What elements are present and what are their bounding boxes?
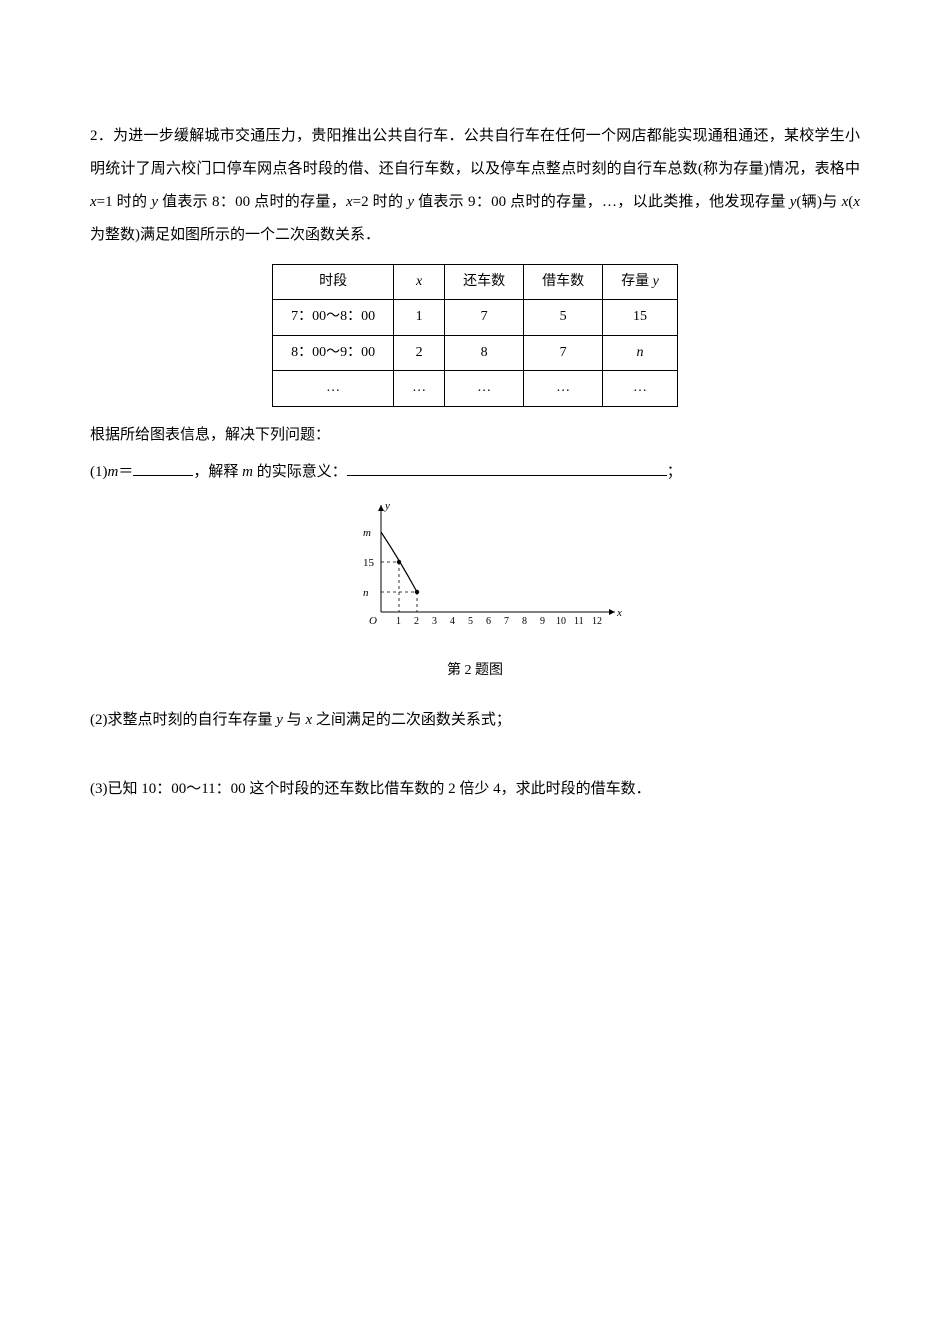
table-row: … … … … … xyxy=(273,371,678,406)
svg-text:12: 12 xyxy=(592,616,602,627)
problem-statement: 2．为进一步缓解城市交通压力，贵阳推出公共自行车．公共自行车在任何一个网店都能实… xyxy=(90,120,860,252)
header-return: 还车数 xyxy=(445,265,524,300)
q1-eq: ＝ xyxy=(118,464,133,480)
svg-text:1: 1 xyxy=(396,616,401,627)
sub-instruction: 根据所给图表信息，解决下列问题： xyxy=(90,419,860,452)
svg-text:5: 5 xyxy=(468,616,473,627)
svg-text:m: m xyxy=(363,527,371,539)
question-1: (1)m＝，解释 m 的实际意义：； xyxy=(90,456,860,489)
svg-text:7: 7 xyxy=(504,616,509,627)
problem-text-3: 值表示 8：00 点时的存量， xyxy=(158,194,346,210)
svg-text:O: O xyxy=(369,615,377,627)
var-x-4: x xyxy=(853,194,860,210)
svg-text:x: x xyxy=(616,607,622,619)
problem-text-8: 为整数)满足如图所示的一个二次函数关系． xyxy=(90,227,380,243)
header-time: 时段 xyxy=(273,265,394,300)
q1-var2: m xyxy=(242,464,253,480)
svg-text:4: 4 xyxy=(450,616,455,627)
problem-text-5: 值表示 9：00 点时的存量，…，以此类推，他发现存量 xyxy=(414,194,790,210)
problem-text-6: (辆)与 xyxy=(796,194,841,210)
problem-text-1: 2．为进一步缓解城市交通压力，贵阳推出公共自行车．公共自行车在任何一个网店都能实… xyxy=(90,128,860,177)
header-stock: 存量 y xyxy=(603,265,678,300)
question-2: (2)求整点时刻的自行车存量 y 与 x 之间满足的二次函数关系式； xyxy=(90,704,860,737)
table-row: 7：00～8：00 1 7 5 15 xyxy=(273,300,678,335)
svg-text:n: n xyxy=(363,587,369,599)
blank-m-value[interactable] xyxy=(133,459,193,476)
quadratic-chart: Oyx123456789101112n15m xyxy=(325,497,625,637)
svg-text:2: 2 xyxy=(414,616,419,627)
table-header-row: 时段 x 还车数 借车数 存量 y xyxy=(273,265,678,300)
svg-text:8: 8 xyxy=(522,616,527,627)
header-borrow: 借车数 xyxy=(524,265,603,300)
q1-tail: ； xyxy=(667,464,682,480)
svg-text:y: y xyxy=(384,500,390,512)
var-y-1: y xyxy=(151,194,158,210)
svg-text:10: 10 xyxy=(556,616,566,627)
problem-text-2: =1 时的 xyxy=(97,194,152,210)
q1-mid2: 的实际意义： xyxy=(253,464,347,480)
svg-text:3: 3 xyxy=(432,616,437,627)
question-3: (3)已知 10：00～11：00 这个时段的还车数比借车数的 2 倍少 4，求… xyxy=(90,773,860,806)
figure-caption: 第 2 题图 xyxy=(90,656,860,687)
chart-figure: Oyx123456789101112n15m xyxy=(90,497,860,650)
var-x-2: x xyxy=(346,194,353,210)
var-x-1: x xyxy=(90,194,97,210)
blank-m-meaning[interactable] xyxy=(347,459,667,476)
table-row: 8：00～9：00 2 8 7 n xyxy=(273,335,678,370)
data-table: 时段 x 还车数 借车数 存量 y 7：00～8：00 1 7 5 15 8：0… xyxy=(272,264,678,407)
var-y-2: y xyxy=(407,194,414,210)
svg-text:9: 9 xyxy=(540,616,545,627)
svg-text:15: 15 xyxy=(363,557,375,569)
q1-prefix: (1) xyxy=(90,464,108,480)
header-x: x xyxy=(394,265,445,300)
problem-text-4: =2 时的 xyxy=(353,194,408,210)
svg-text:11: 11 xyxy=(574,616,584,627)
q1-mid: ，解释 xyxy=(193,464,242,480)
svg-text:6: 6 xyxy=(486,616,491,627)
q1-var: m xyxy=(108,464,119,480)
